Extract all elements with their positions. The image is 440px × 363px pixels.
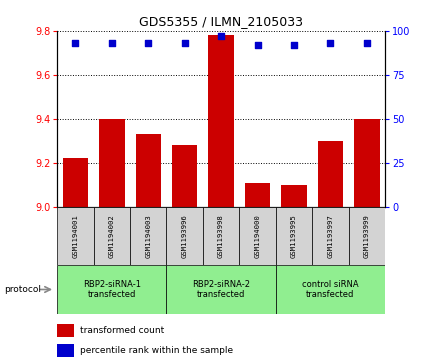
Bar	[276, 207, 312, 265]
Text: protocol: protocol	[4, 285, 41, 294]
Text: RBP2-siRNA-2
transfected: RBP2-siRNA-2 transfected	[192, 280, 250, 299]
Text: GSM1193999: GSM1193999	[364, 214, 370, 258]
Bar	[203, 207, 239, 265]
Bar	[136, 134, 161, 207]
Bar	[99, 119, 125, 207]
Bar	[245, 183, 270, 207]
Text: percentile rank within the sample: percentile rank within the sample	[80, 346, 233, 355]
Bar	[312, 207, 348, 265]
Bar	[318, 141, 343, 207]
Bar	[57, 324, 73, 337]
Point	[145, 40, 152, 46]
Bar	[354, 119, 380, 207]
Text: GSM1194000: GSM1194000	[254, 214, 260, 258]
Point	[108, 40, 115, 46]
Text: GSM1193995: GSM1193995	[291, 214, 297, 258]
Bar	[281, 185, 307, 207]
Point	[327, 40, 334, 46]
Bar	[348, 207, 385, 265]
Title: GDS5355 / ILMN_2105033: GDS5355 / ILMN_2105033	[139, 15, 303, 28]
Bar	[166, 207, 203, 265]
Text: transformed count: transformed count	[80, 326, 165, 335]
Text: GSM1194003: GSM1194003	[145, 214, 151, 258]
Text: GSM1193996: GSM1193996	[182, 214, 188, 258]
Point	[254, 42, 261, 48]
Point	[363, 40, 370, 46]
Bar	[57, 265, 166, 314]
Text: GSM1193997: GSM1193997	[327, 214, 334, 258]
Bar	[209, 35, 234, 207]
Text: control siRNA
transfected: control siRNA transfected	[302, 280, 359, 299]
Bar	[57, 207, 94, 265]
Bar	[57, 344, 73, 357]
Point	[181, 40, 188, 46]
Text: GSM1193998: GSM1193998	[218, 214, 224, 258]
Bar	[130, 207, 166, 265]
Bar	[166, 265, 276, 314]
Bar	[62, 159, 88, 207]
Text: RBP2-siRNA-1
transfected: RBP2-siRNA-1 transfected	[83, 280, 141, 299]
Bar	[94, 207, 130, 265]
Point	[218, 33, 225, 39]
Bar	[172, 145, 198, 207]
Text: GSM1194001: GSM1194001	[73, 214, 78, 258]
Bar	[239, 207, 276, 265]
Point	[72, 40, 79, 46]
Point	[290, 42, 297, 48]
Bar	[276, 265, 385, 314]
Text: GSM1194002: GSM1194002	[109, 214, 115, 258]
